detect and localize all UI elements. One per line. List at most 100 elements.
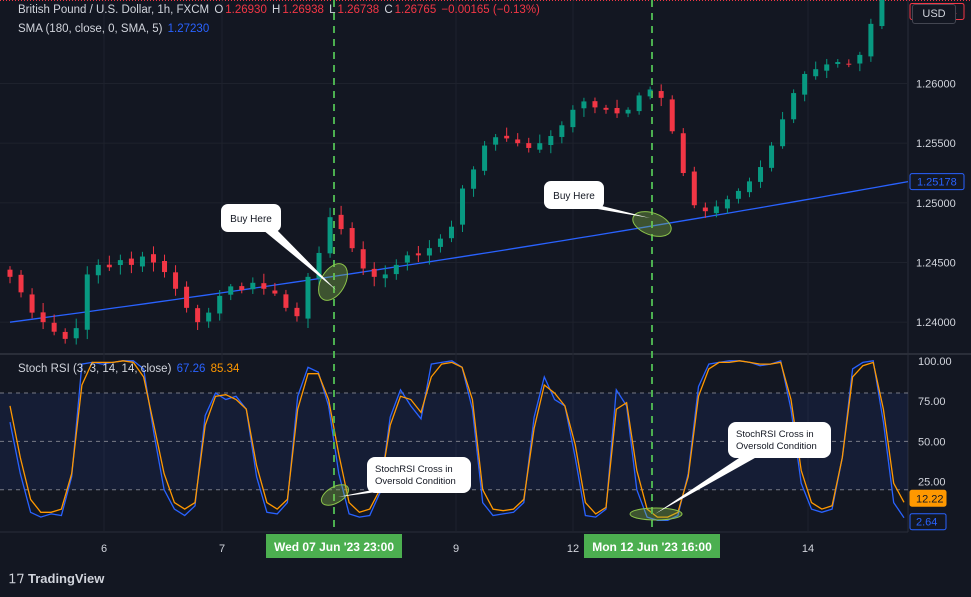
highlight-ellipse	[632, 211, 672, 237]
candle-body	[460, 188, 466, 225]
candle-body	[813, 69, 819, 77]
candle-body	[559, 125, 565, 137]
stoch-d-value: 85.34	[210, 363, 240, 375]
buy-callout-text: Buy Here	[230, 214, 272, 225]
candle-body	[526, 143, 532, 148]
candle-body	[625, 109, 631, 114]
candle-body	[437, 238, 443, 247]
candle-body	[73, 328, 79, 339]
buy-callout-box	[221, 204, 281, 232]
buy-callout-box	[544, 181, 604, 209]
candle-body	[658, 91, 664, 98]
candle-body	[40, 312, 46, 323]
low-label: L	[329, 4, 336, 16]
candle-body	[669, 99, 675, 132]
candle-body	[360, 249, 366, 269]
candle-body	[228, 286, 234, 295]
stoch-callout-box	[367, 457, 471, 493]
candle-body	[239, 286, 245, 290]
candle-body	[548, 136, 554, 146]
candle-body	[647, 89, 653, 97]
candle-body	[283, 294, 289, 308]
symbol-name: British Pound / U.S. Dollar, 1h, FXCM	[18, 4, 210, 16]
stoch-label: Stoch RSI (3, 3, 14, 14, close)	[18, 363, 172, 375]
candle-body	[327, 217, 333, 254]
candle-body	[195, 308, 201, 323]
stoch-value-text: 2.64	[916, 517, 937, 529]
candle-body	[758, 167, 764, 182]
stoch-legend[interactable]: Stoch RSI (3, 3, 14, 14, close) 67.26 85…	[18, 363, 241, 375]
candle-body	[18, 274, 24, 293]
sma-legend[interactable]: SMA (180, close, 0, SMA, 5) 1.27230	[18, 23, 211, 35]
candle-body	[636, 95, 642, 112]
candles-layer	[7, 0, 885, 345]
open-value: 1.26930	[225, 4, 267, 16]
sma-label: SMA (180, close, 0, SMA, 5)	[18, 23, 163, 35]
candle-body	[95, 264, 101, 276]
candle-body	[537, 143, 543, 150]
candle-body	[846, 63, 852, 65]
price-label-box	[909, 173, 965, 191]
candle-body	[162, 261, 168, 273]
candle-body	[879, 0, 885, 27]
candle-body	[835, 62, 841, 64]
close-label: C	[384, 4, 393, 16]
date-marker-badge	[584, 534, 720, 558]
sma-line	[9, 180, 909, 323]
candle-body	[581, 101, 587, 109]
price-label-text: 1.25178	[917, 177, 957, 189]
buy-callout-text: Buy Here	[553, 191, 595, 202]
candle-body	[173, 272, 179, 289]
candle-body	[338, 214, 344, 230]
stoch-value-box	[909, 489, 947, 507]
stoch-lines	[9, 359, 905, 521]
time-tick-label: 14	[802, 543, 814, 555]
callout-pointer	[263, 228, 336, 290]
price-tick-label: 1.25000	[916, 198, 956, 210]
candle-body	[426, 248, 432, 256]
stoch-tick-label: 75.00	[918, 396, 946, 408]
candle-body	[570, 109, 576, 128]
price-tick-label: 1.26000	[916, 79, 956, 91]
change-value: −0.00165 (−0.13%)	[441, 4, 540, 16]
candle-body	[62, 331, 68, 339]
candle-body	[106, 264, 112, 268]
time-tick-label: 12	[567, 543, 579, 555]
date-marker-badge	[266, 534, 402, 558]
candle-body	[7, 269, 13, 277]
stoch-callout-text: Oversold Condition	[736, 441, 817, 452]
candle-body	[504, 135, 510, 139]
candle-body	[746, 181, 752, 193]
low-value: 1.26738	[337, 4, 380, 16]
price-tick-label: 1.25500	[916, 138, 956, 150]
stoch-tick-label: 50.00	[918, 436, 946, 448]
callout-pointer	[655, 452, 762, 514]
candle-body	[316, 252, 322, 279]
tradingview-brand: TradingView	[27, 571, 105, 586]
candle-body	[139, 256, 145, 267]
candle-body	[349, 228, 355, 249]
candle-body	[735, 190, 741, 199]
candle-body	[261, 283, 267, 289]
close-value: 1.26765	[394, 4, 437, 16]
highlight-ellipse	[318, 263, 348, 301]
candle-body	[272, 290, 278, 294]
highlight-ellipse	[320, 484, 350, 506]
candle-body	[206, 312, 212, 322]
time-tick-label: 6	[101, 543, 107, 555]
high-value: 1.26938	[282, 4, 324, 16]
candle-body	[791, 93, 797, 120]
tradingview-logo[interactable]: 𝟷𝟽 TradingView	[8, 570, 104, 587]
currency-button[interactable]: USD	[912, 4, 956, 24]
stoch-callout-box	[728, 422, 831, 458]
candle-body	[603, 107, 609, 110]
candle-body	[868, 23, 874, 57]
candle-body	[680, 133, 686, 174]
callout-pointer	[586, 205, 650, 218]
stoch-k-value: 67.26	[176, 363, 206, 375]
price-tick-label: 1.24500	[916, 258, 956, 270]
time-tick-label: 7	[219, 543, 225, 555]
candle-body	[614, 107, 620, 114]
